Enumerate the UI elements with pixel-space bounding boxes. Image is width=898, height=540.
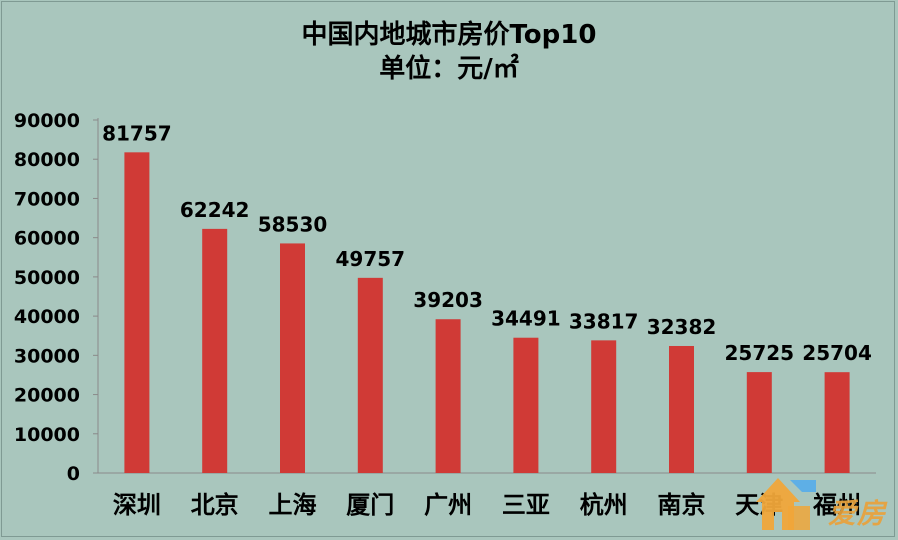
data-label: 81757	[102, 121, 172, 145]
bar	[280, 243, 305, 473]
x-tick-label: 上海	[269, 491, 317, 519]
y-tick-label: 70000	[14, 188, 80, 210]
data-label: 25704	[802, 341, 872, 365]
data-label: 62242	[180, 198, 250, 222]
x-tick-label: 南京	[658, 491, 706, 519]
x-tick-label: 深圳	[113, 491, 161, 519]
y-tick-label: 90000	[14, 110, 80, 132]
bar	[357, 277, 383, 473]
x-tick-label: 杭州	[580, 491, 628, 519]
bar	[824, 372, 850, 473]
data-label: 25725	[725, 341, 795, 365]
bar	[591, 340, 617, 473]
x-tick-label: 福州	[812, 491, 861, 519]
bar	[669, 345, 694, 473]
x-tick-label: 三亚	[502, 491, 550, 519]
data-label: 39203	[413, 288, 483, 312]
data-label: 32382	[647, 315, 717, 339]
bar	[513, 337, 539, 473]
y-tick-label: 60000	[14, 228, 80, 250]
bar	[202, 228, 228, 473]
x-tick-label: 广州	[424, 491, 472, 519]
bar	[746, 372, 772, 473]
bar	[435, 319, 461, 473]
watermark-logo-icon	[756, 478, 816, 530]
chart-title-block: 中国内地城市房价Top10 单位：元/㎡	[0, 18, 898, 86]
y-tick-label: 0	[67, 463, 80, 485]
data-label: 58530	[258, 212, 328, 236]
watermark-text: 爱房	[828, 497, 887, 530]
x-tick-label: 厦门	[346, 491, 394, 519]
x-tick-label: 北京	[191, 491, 239, 519]
data-label: 34491	[491, 307, 561, 331]
chart-title: 中国内地城市房价Top10	[301, 20, 597, 50]
data-label: 33817	[569, 309, 639, 333]
chart-subtitle: 单位：元/㎡	[379, 54, 519, 84]
y-tick-label: 10000	[14, 424, 80, 446]
data-label: 49757	[336, 247, 406, 271]
y-tick-label: 50000	[14, 267, 80, 289]
y-tick-label: 40000	[14, 306, 80, 328]
bar	[124, 152, 150, 473]
y-tick-label: 20000	[14, 385, 80, 407]
y-tick-label: 80000	[14, 149, 80, 171]
y-tick-label: 30000	[14, 345, 80, 367]
